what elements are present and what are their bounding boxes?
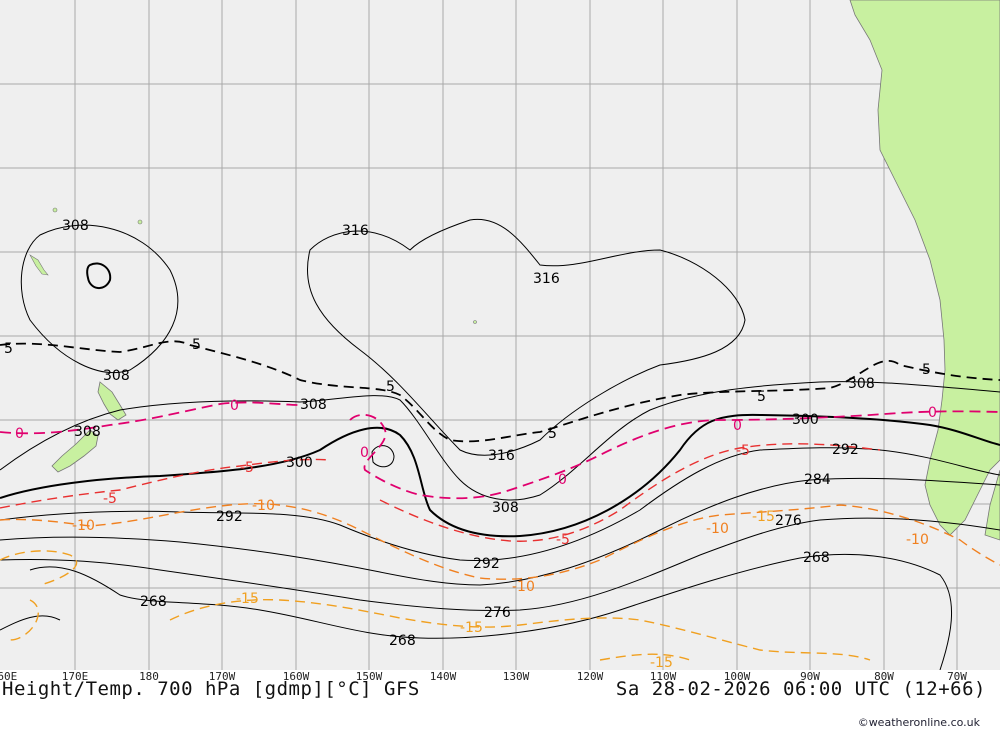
lon-label: 180 (139, 670, 159, 683)
label-minus10: -10 (252, 498, 275, 514)
lon-label: 70W (947, 670, 967, 683)
label-5: 5 (4, 341, 13, 357)
contour-308-west (20, 224, 179, 374)
label-0: 0 (928, 405, 937, 421)
label-minus5: -5 (103, 491, 117, 507)
contour-high-center (86, 262, 112, 289)
contour-300-inner (371, 445, 395, 468)
label-316: 316 (342, 223, 369, 239)
label-minus10: -10 (706, 521, 729, 537)
label-0: 0 (360, 445, 369, 461)
lon-label: 110W (649, 670, 677, 683)
label-minus5: -5 (240, 460, 254, 476)
isotherm-minus5 (0, 443, 881, 542)
lon-label: 160E (0, 670, 18, 683)
contour-276 (0, 517, 1000, 612)
label-minus15: -15 (460, 620, 483, 636)
south-america-land (849, 0, 1000, 541)
label-minus5: -5 (736, 443, 750, 459)
contour-284 (0, 477, 1000, 586)
label-292: 292 (832, 442, 859, 458)
label-268: 268 (140, 594, 167, 610)
label-308: 308 (492, 500, 519, 516)
pacific-islands (29, 207, 477, 324)
label-5: 5 (548, 426, 557, 442)
label-minus10: -10 (906, 532, 929, 548)
map-canvas: 308 316 316 308 308 308 316 308 308 300 … (0, 0, 1000, 670)
zero-label-group: 0 0 0 0 0 0 (15, 398, 937, 488)
isotherm-5 (0, 340, 1000, 443)
contour-308 (0, 381, 1000, 501)
height-label-group: 308 316 316 308 308 308 316 308 308 300 … (4, 218, 931, 649)
lon-label: 100W (723, 670, 751, 683)
label-268: 268 (389, 633, 416, 649)
label-minus5: -5 (556, 532, 570, 548)
lat-lon-grid (0, 0, 1000, 670)
isotherm-minus15 (0, 550, 871, 661)
label-308: 308 (62, 218, 89, 234)
lon-label: 160W (282, 670, 310, 683)
label-5: 5 (922, 362, 931, 378)
lon-label: 170W (208, 670, 236, 683)
label-292: 292 (216, 509, 243, 525)
contour-268 (29, 553, 952, 670)
label-5: 5 (192, 337, 201, 353)
label-292: 292 (473, 556, 500, 572)
minus15-label-group: -15 -15 -15 -15 (236, 509, 775, 670)
isotherm-0 (0, 401, 1000, 500)
credit-link[interactable]: ©weatheronline.co.uk (857, 716, 980, 729)
label-5: 5 (757, 389, 766, 405)
label-276: 276 (775, 513, 802, 529)
minus10-label-group: -10 -10 -10 -10 -10 (72, 498, 929, 595)
map-title: Height/Temp. 700 hPa [gdmp][°C] GFS (2, 678, 420, 700)
minus5-label-group: -5 -5 -5 -5 (103, 443, 750, 548)
contour-316 (306, 218, 746, 456)
weather-map: 308 316 316 308 308 308 316 308 308 300 … (0, 0, 1000, 670)
label-308: 308 (103, 368, 130, 384)
contour-268-lower (0, 615, 61, 631)
label-308: 308 (74, 424, 101, 440)
label-minus15: -15 (236, 591, 259, 607)
label-minus15: -15 (650, 655, 673, 670)
lon-label: 130W (502, 670, 530, 683)
lon-label: 80W (874, 670, 894, 683)
label-0: 0 (733, 418, 742, 434)
label-0: 0 (230, 398, 239, 414)
label-0: 0 (558, 472, 567, 488)
label-316: 316 (488, 448, 515, 464)
label-308: 308 (300, 397, 327, 413)
label-minus10: -10 (72, 518, 95, 534)
isotherm-minus10 (0, 503, 1000, 580)
label-268: 268 (803, 550, 830, 566)
label-minus10: -10 (512, 579, 535, 595)
label-276: 276 (484, 605, 511, 621)
label-316: 316 (533, 271, 560, 287)
lon-label: 90W (800, 670, 820, 683)
label-284: 284 (804, 472, 831, 488)
label-308: 308 (848, 376, 875, 392)
lon-label: 170E (61, 670, 89, 683)
valid-time: Sa 28-02-2026 06:00 UTC (12+66) (615, 678, 986, 700)
lon-label: 140W (429, 670, 457, 683)
label-5: 5 (386, 379, 395, 395)
lon-label: 120W (576, 670, 604, 683)
label-minus15: -15 (752, 509, 775, 525)
lon-label: 150W (355, 670, 383, 683)
label-300: 300 (286, 455, 313, 471)
label-300: 300 (792, 412, 819, 428)
label-0: 0 (15, 426, 24, 442)
